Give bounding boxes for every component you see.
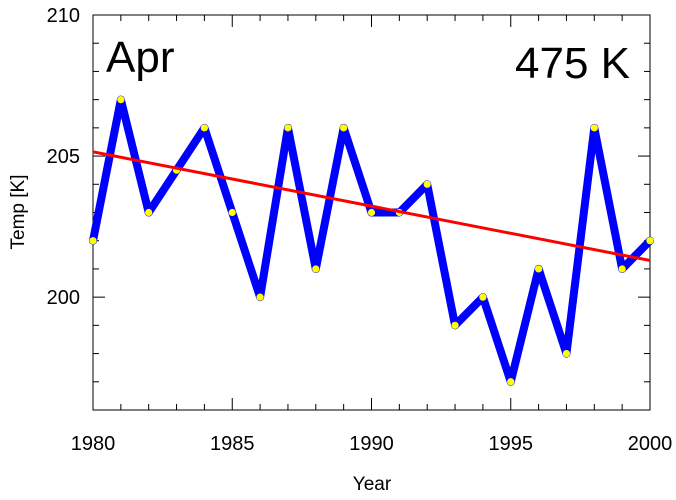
data-point-marker [479, 293, 487, 301]
level-label: 475 K [515, 39, 630, 88]
series-layer [89, 95, 654, 386]
minor-ticks [93, 15, 650, 410]
data-point-marker [535, 265, 543, 273]
x-tick-labels: 1980 1985 1990 1995 2000 [71, 433, 673, 455]
data-point-marker [590, 124, 598, 132]
y-tick-label: 205 [47, 146, 80, 168]
data-point-marker [423, 180, 431, 188]
data-point-marker [284, 124, 292, 132]
data-point-marker [618, 265, 626, 273]
y-tick-label: 210 [47, 5, 80, 27]
data-point-marker [646, 237, 654, 245]
data-point-marker [145, 208, 153, 217]
data-point-marker [117, 96, 125, 104]
data-point-marker [562, 349, 571, 358]
data-point-marker [340, 124, 348, 132]
x-tick-label: 1985 [210, 433, 255, 455]
y-tick-labels: 200 205 210 [47, 5, 80, 309]
data-point-marker [451, 321, 459, 329]
trend-line [92, 150, 651, 262]
x-tick-label: 1980 [71, 433, 116, 455]
data-point-marker [312, 265, 320, 273]
data-point-marker [256, 293, 264, 301]
y-tick-label: 200 [47, 287, 80, 309]
major-ticks [92, 14, 651, 410]
temperature-series-line [89, 95, 654, 386]
month-label: Apr [106, 33, 174, 82]
data-point-marker [367, 208, 376, 217]
data-point-marker [200, 124, 208, 132]
x-tick-label: 1990 [349, 433, 394, 455]
x-tick-label: 2000 [628, 433, 673, 455]
data-point-marker [228, 208, 236, 217]
trend-layer [92, 150, 651, 262]
data-point-marker [89, 237, 97, 245]
x-tick-label: 1995 [489, 433, 534, 455]
data-point-marker [507, 378, 515, 386]
y-axis-label: Temp [K] [8, 175, 29, 250]
x-axis-label: Year [353, 474, 392, 495]
